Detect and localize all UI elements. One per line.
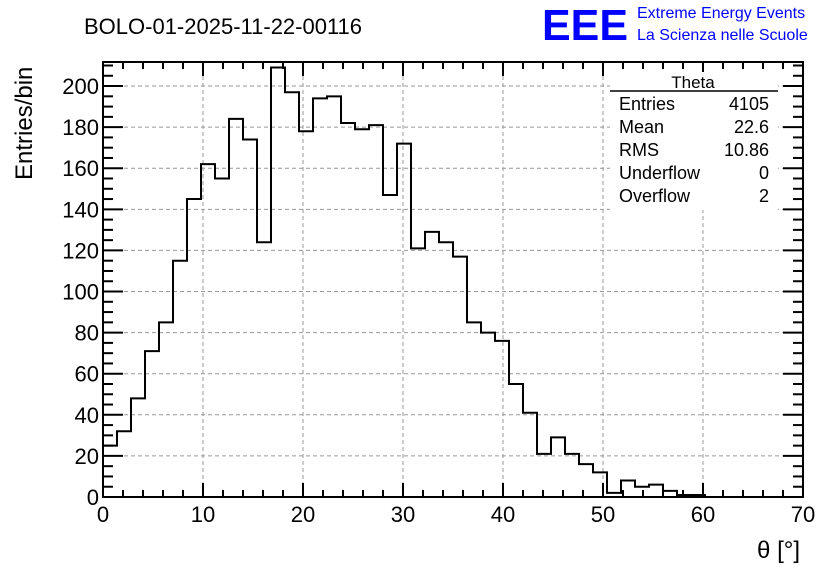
histogram-bin (453, 257, 467, 497)
x-tick-label: 0 (97, 502, 109, 527)
histogram-bin (509, 384, 523, 497)
histogram-bin (299, 131, 313, 497)
histogram-bin (593, 472, 607, 497)
histogram-line (103, 66, 803, 498)
y-tick-label: 200 (62, 74, 99, 99)
histogram-bin (397, 144, 411, 497)
stats-value: 10.86 (724, 140, 769, 160)
histogram-bin (551, 437, 565, 497)
stats-value: 0 (759, 163, 769, 183)
histogram-bin (341, 123, 355, 497)
histogram-bin (313, 98, 327, 497)
histogram-bin (173, 261, 187, 497)
histogram-bin (103, 446, 117, 497)
logo-line1: Extreme Energy Events (637, 5, 805, 22)
y-tick-label: 20 (75, 444, 99, 469)
y-tick-label: 40 (75, 403, 99, 428)
stats-label: RMS (619, 140, 659, 160)
stats-label: Underflow (619, 163, 701, 183)
tick-labels: 0 10 20 30 40 50 60 700204060801001201401601802… (62, 74, 815, 527)
y-tick-label: 80 (75, 321, 99, 346)
histogram-bin (649, 485, 663, 497)
stats-value: 2 (759, 186, 769, 206)
histogram-bin (187, 199, 201, 497)
histogram-bin (271, 68, 285, 497)
y-tick-label: 120 (62, 238, 99, 263)
y-axis-label: Entries/bin (11, 67, 38, 180)
histogram-bin (523, 413, 537, 497)
x-axis-label: θ [°] (757, 537, 800, 564)
stats-title: Theta (671, 73, 715, 92)
y-tick-label: 0 (87, 485, 99, 510)
x-tick-label: 50 (591, 502, 615, 527)
histogram-bin (467, 322, 481, 497)
histogram-bin (257, 242, 271, 497)
logo-line2: La Scienza nelle Scuole (637, 27, 808, 44)
x-tick-label: 10 (191, 502, 215, 527)
histogram-bin (229, 119, 243, 497)
y-tick-label: 180 (62, 115, 99, 140)
histogram-bin (481, 333, 495, 497)
axis-ticks (102, 62, 804, 498)
histogram-bin (327, 96, 341, 497)
plot-frame (102, 61, 804, 498)
histogram-bin (495, 341, 509, 497)
histogram-bin (369, 125, 383, 497)
chart-title: BOLO-01-2025-11-22-00116 (84, 14, 362, 39)
histogram-bin (411, 248, 425, 497)
y-tick-label: 140 (62, 197, 99, 222)
x-tick-label: 70 (791, 502, 815, 527)
histogram-bin (579, 464, 593, 497)
histogram-bin (215, 179, 229, 497)
eee-logo-mark: EEE (542, 1, 628, 50)
histogram-bin (159, 322, 173, 497)
stats-label: Overflow (619, 186, 691, 206)
y-tick-label: 100 (62, 280, 99, 305)
x-tick-label: 20 (291, 502, 315, 527)
histogram-bin (285, 92, 299, 497)
histogram-bin (131, 398, 145, 497)
histogram-bin (355, 129, 369, 497)
stats-box: Theta Entries 4105 Mean 22.6 RMS 10.86 Underfl… (610, 72, 778, 210)
histogram-bin (201, 164, 215, 497)
stats-label: Mean (619, 117, 664, 137)
x-tick-label: 40 (491, 502, 515, 527)
histogram-bin (565, 454, 579, 497)
histogram-bin (145, 351, 159, 497)
stats-value: 22.6 (734, 117, 769, 137)
histogram-bin (117, 431, 131, 497)
histogram-bin (439, 242, 453, 497)
stats-label: Entries (619, 94, 675, 114)
stats-value: 4105 (729, 94, 769, 114)
histogram-bin (425, 232, 439, 497)
histogram-bin (383, 195, 397, 497)
y-tick-label: 160 (62, 156, 99, 181)
histogram-bin (243, 139, 257, 497)
y-tick-label: 60 (75, 362, 99, 387)
x-tick-label: 60 (691, 502, 715, 527)
eee-logo: EEE Extreme Energy Events La Scienza nel… (542, 1, 808, 50)
x-tick-label: 30 (391, 502, 415, 527)
